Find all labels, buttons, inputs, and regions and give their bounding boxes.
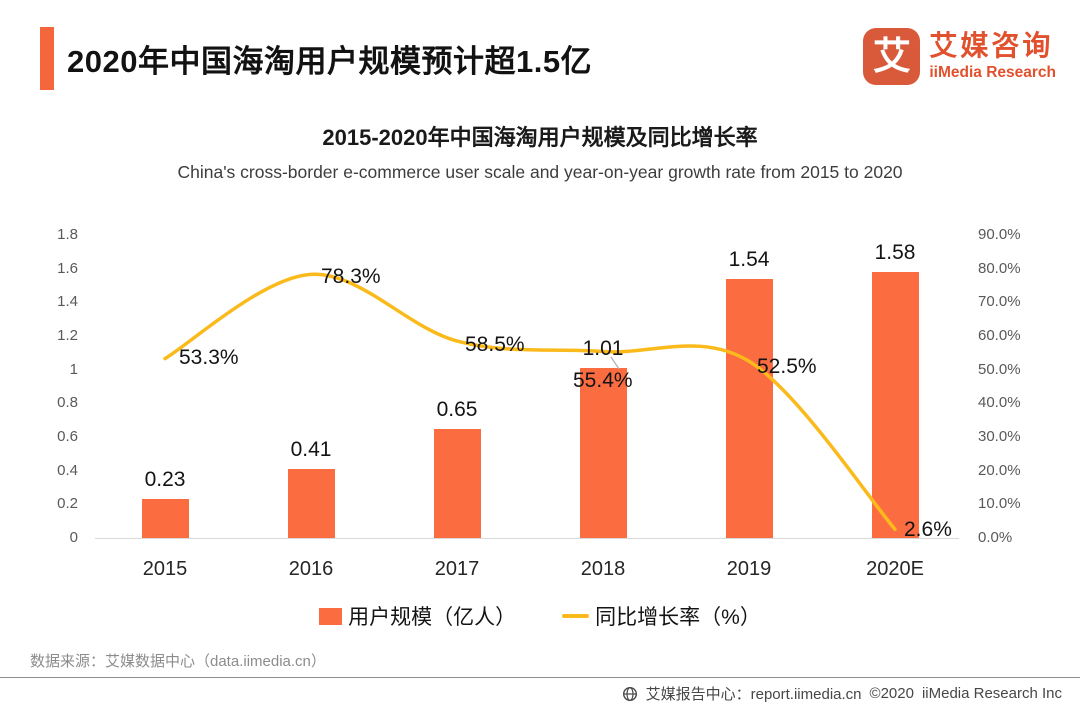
legend-label-user-scale: 用户规模（亿人） [348,606,517,629]
x-axis-label-2019: 2019 [726,558,772,580]
logo-text: 艾媒咨询 iiMedia Research [929,30,1056,82]
data-source-note: 数据来源：艾媒数据中心（data.iimedia.cn） [30,653,326,670]
report-center-url: 艾媒报告中心：report.iimedia.cn [645,686,862,702]
footer-divider [0,677,1080,678]
bar-2019 [725,278,773,538]
legend-item-growth-rate: 同比增长率（%） [562,601,761,631]
right-axis-tick: 70.0% [978,293,1021,311]
right-axis-tick: 50.0% [978,360,1021,378]
chart-subtitle: China's cross-border e-commerce user sca… [177,162,903,182]
bar-value-label: 1.54 [728,247,770,271]
growth-rate-label: 53.3% [179,345,239,369]
right-axis-tick: 30.0% [978,428,1021,445]
x-axis-label-2016: 2016 [288,558,334,580]
logo-name-en: iiMedia Research [929,63,1056,81]
chart-legend: 用户规模（亿人） 同比增长率（%） [0,601,1080,631]
page-title: 2020年中国海淘用户规模预计超1.5亿 [67,44,593,79]
right-axis-tick: 20.0% [978,461,1021,479]
growth-rate-label: 52.5% [757,355,817,379]
bar-2017 [433,428,481,538]
logo-name-cn: 艾媒咨询 [929,30,1054,62]
right-axis-tick: 0.0% [978,529,1013,546]
bar-value-label: 1.01 [582,336,624,360]
bar-value-label: 1.58 [874,241,916,265]
right-axis-tick: 80.0% [978,259,1021,277]
bar-value-label: 0.65 [436,397,478,421]
x-axis-label-2020E: 2020E [866,558,924,580]
left-axis-tick: 1.2 [57,327,78,344]
globe-icon [622,686,638,702]
growth-rate-label: 55.4% [573,369,633,393]
left-axis-tick: 1.4 [57,293,78,311]
iimedia-logo: 艾 艾媒咨询 iiMedia Research [863,28,1056,85]
bar-series-swatch [319,607,343,625]
iimedia-logo-icon: 艾 [863,28,921,85]
x-axis-label-2015: 2015 [142,558,188,580]
bar-2015 [141,499,189,538]
left-axis-tick: 0.8 [57,394,78,412]
left-axis-tick: 0 [69,529,78,546]
right-axis-tick: 10.0% [978,495,1021,513]
right-axis-tick: 60.0% [978,327,1021,344]
left-axis-tick: 1 [69,360,78,378]
logo-glyph: 艾 [872,35,911,78]
footer-bar: 艾媒报告中心：report.iimedia.cn ©2020 iiMedia R… [622,683,1062,702]
legend-label-growth-rate: 同比增长率（%） [595,606,761,629]
x-axis-baseline [95,538,959,539]
x-axis-label-2017: 2017 [434,558,480,580]
chart-title: 2015-2020年中国海淘用户规模及同比增长率 [322,125,758,150]
right-axis-tick: 90.0% [978,226,1021,243]
left-axis-tick: 1.8 [57,226,78,243]
line-series-swatch [562,614,590,618]
growth-rate-label: 58.5% [465,333,525,357]
bar-value-label: 0.41 [290,437,332,461]
left-axis-tick: 0.2 [57,495,78,513]
bar-2020E [871,272,919,538]
x-axis-label-2018: 2018 [580,558,626,580]
bar-2016 [287,468,335,538]
left-axis-tick: 0.6 [57,428,78,445]
growth-rate-label: 78.3% [321,265,381,289]
right-axis-tick: 40.0% [978,394,1021,412]
company-name: iiMedia Research Inc [921,685,1062,702]
copyright: ©2020 [869,685,914,702]
bar-value-label: 0.23 [144,468,186,492]
legend-item-user-scale: 用户规模（亿人） [319,601,516,631]
growth-rate-label: 2.6% [904,518,952,542]
left-axis-tick: 0.4 [57,461,78,479]
left-axis-tick: 1.6 [57,259,78,277]
title-accent-bar [40,27,54,90]
